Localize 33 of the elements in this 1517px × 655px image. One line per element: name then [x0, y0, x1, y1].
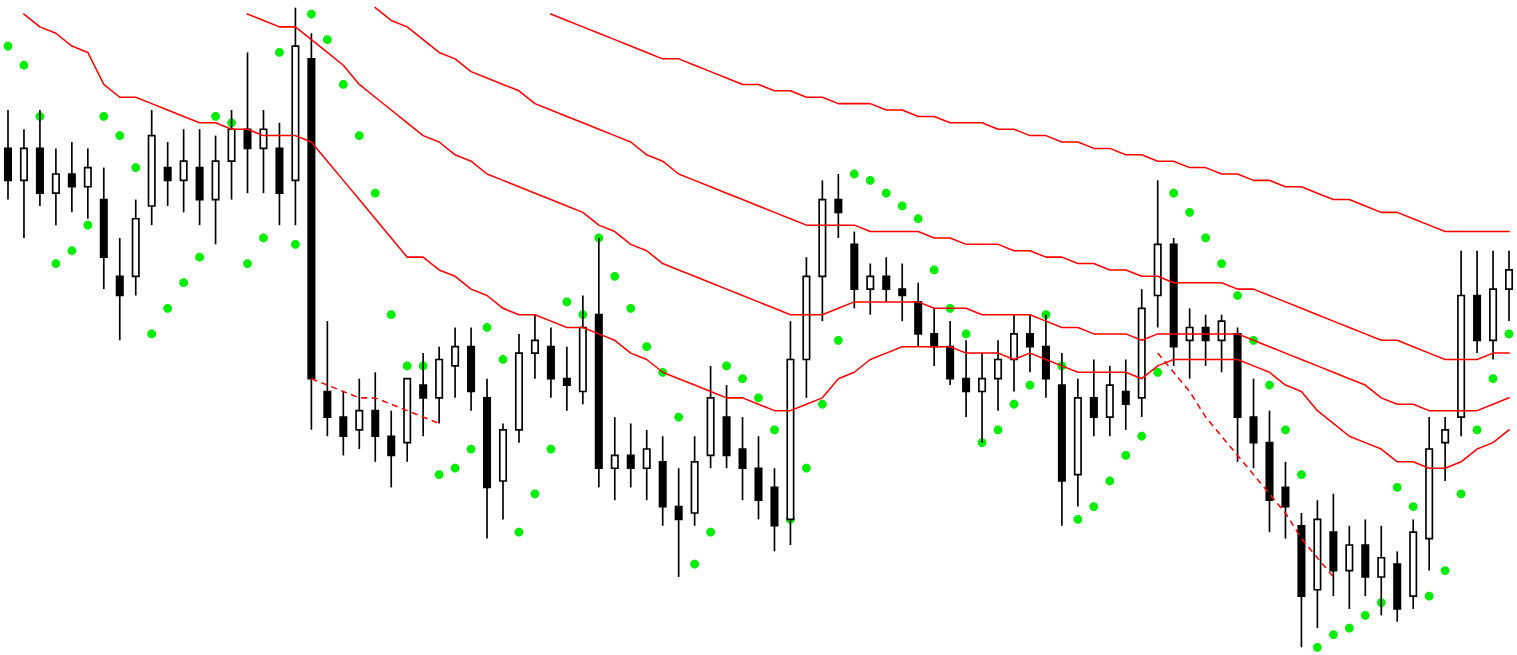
candlestick	[1281, 460, 1290, 540]
candlestick	[355, 377, 364, 450]
candlestick	[83, 147, 92, 220]
candlestick	[1217, 313, 1226, 374]
candlestick	[1441, 416, 1450, 482]
candlestick	[163, 141, 172, 207]
candlestick	[179, 128, 188, 214]
candlestick	[562, 345, 571, 412]
candlestick	[962, 339, 971, 418]
candlestick	[530, 313, 539, 380]
candlestick	[67, 141, 76, 214]
candlestick	[738, 416, 747, 502]
candlestick	[898, 262, 907, 322]
candlestick	[115, 237, 124, 342]
candlestick	[610, 416, 619, 502]
candlestick	[259, 109, 268, 195]
candlestick	[930, 307, 939, 367]
candlestick	[626, 422, 635, 489]
candlestick	[1504, 249, 1514, 322]
candlestick	[243, 51, 252, 195]
candlestick	[674, 467, 683, 578]
candlestick	[451, 326, 460, 399]
candlestick	[387, 409, 396, 489]
candlestick	[642, 429, 651, 502]
candlestick	[866, 262, 875, 316]
candlestick	[339, 390, 348, 457]
candlestick	[1089, 358, 1098, 438]
candlestick	[882, 256, 891, 303]
candlestick	[993, 339, 1003, 412]
candlestick	[51, 147, 60, 226]
candlestick	[834, 173, 843, 239]
candlestick	[1121, 358, 1130, 431]
candlestick	[1025, 313, 1034, 374]
